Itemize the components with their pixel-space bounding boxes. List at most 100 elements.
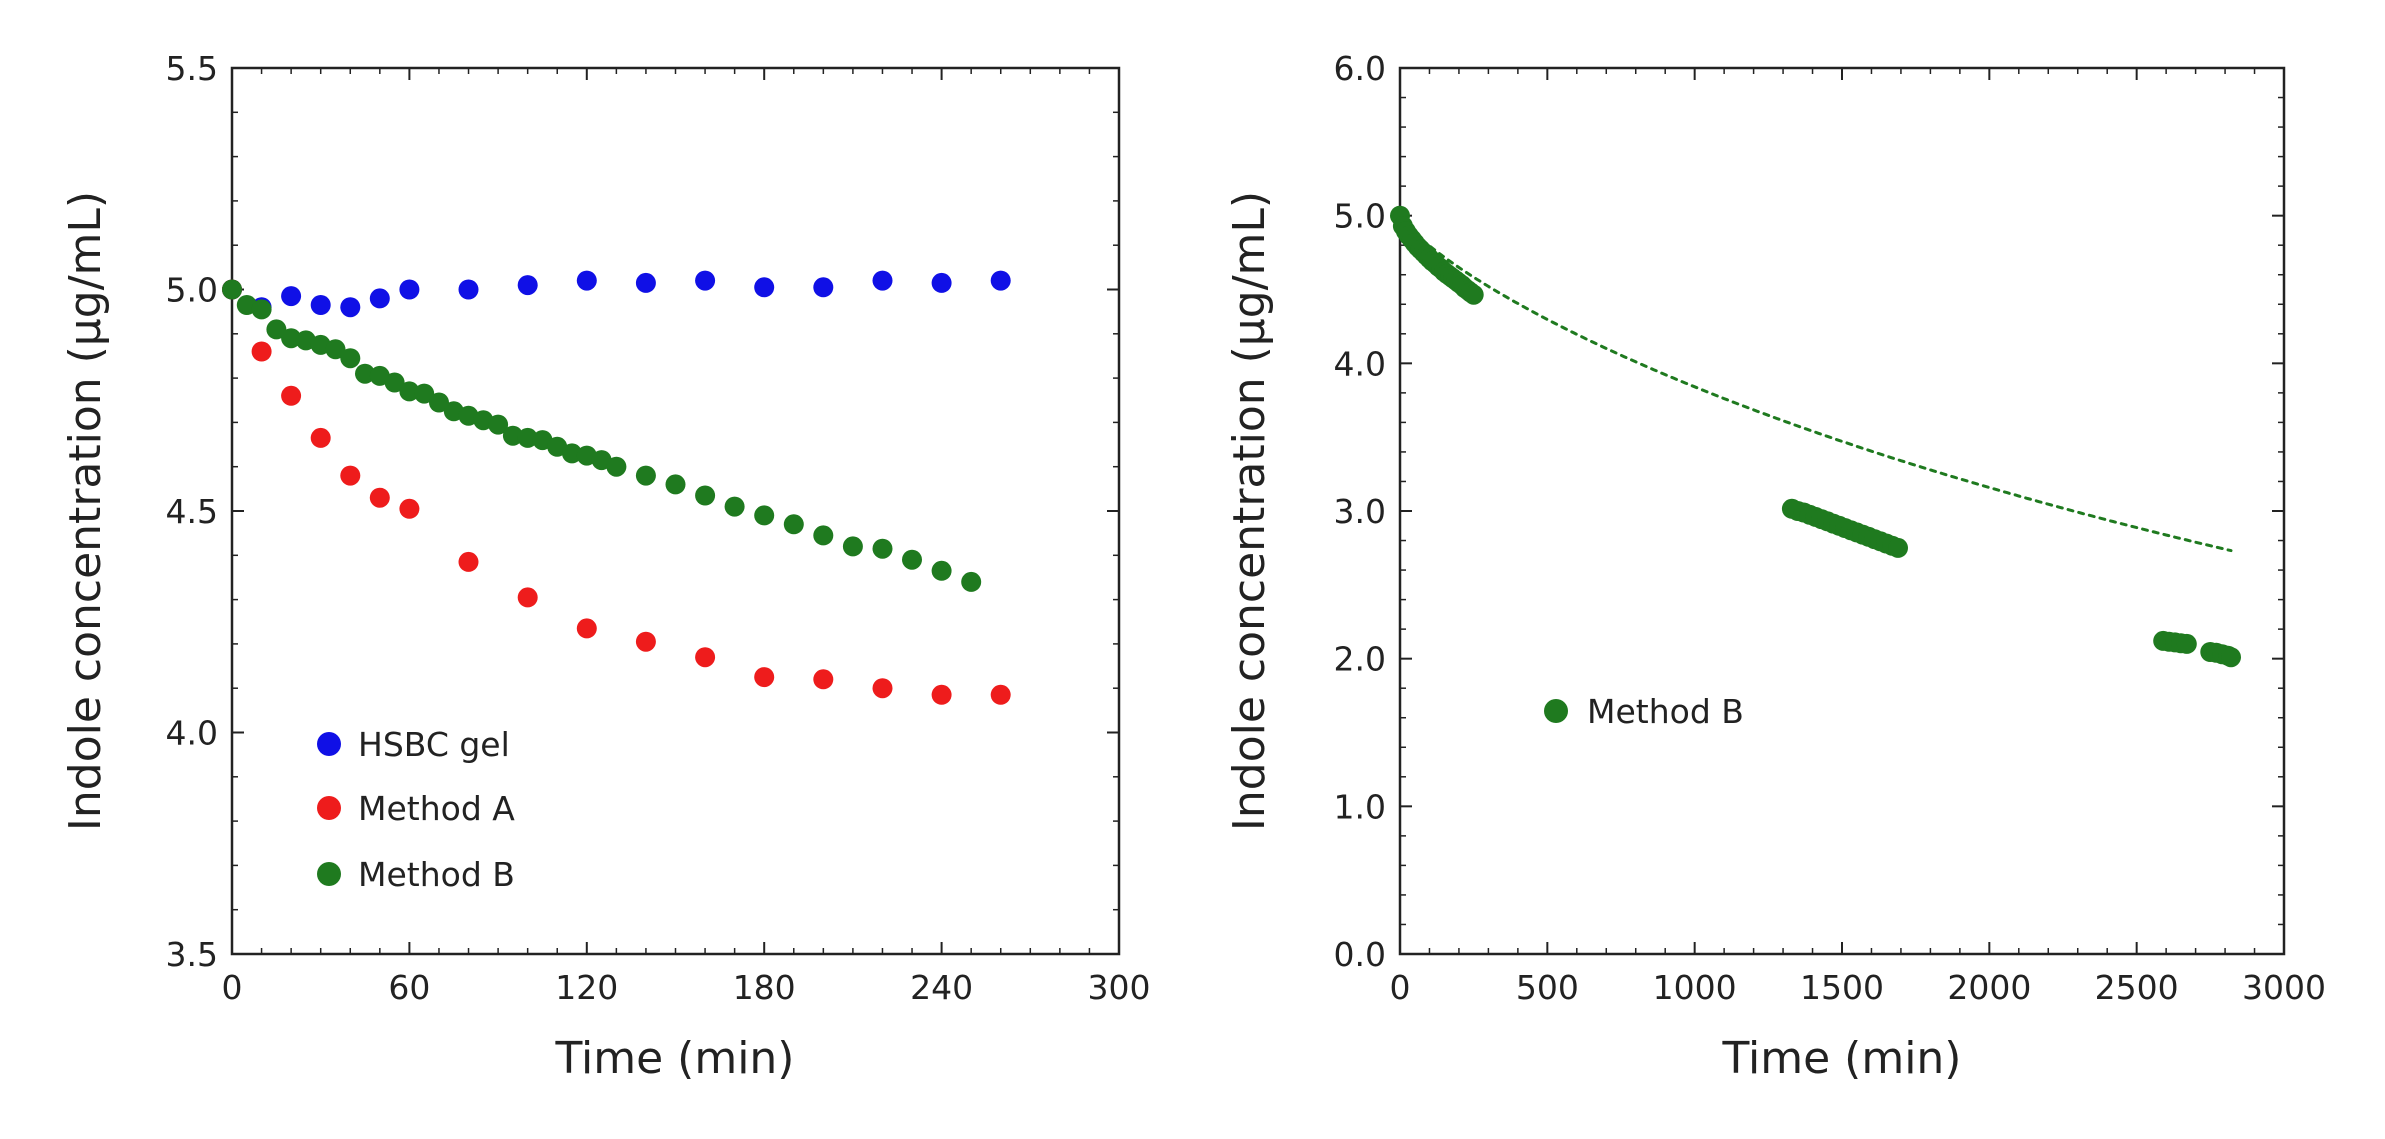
tick-labels-right: 0 500 1000 1500 2000 2500 3000 0.0 1.0 2.0 3.0 4.0 5… [1334,49,2326,1007]
point-method-b [266,319,287,340]
point-method-b [340,348,361,369]
point-method-b [562,443,582,464]
point-method-a [310,427,331,448]
x-tick-label-left: 240 [910,968,973,1007]
point-method-a [340,465,361,486]
fit-line [1398,214,2233,553]
point-method-a [990,684,1011,705]
y-tick-label-right: 4.0 [1334,344,1386,383]
point-method-b [635,465,656,486]
point-method-b [488,414,509,435]
ticks-right [1399,67,2285,955]
point-method-b [754,505,775,526]
x-tick-label-right: 0 [1390,968,1411,1007]
x-tick-label-right: 1500 [1800,968,1884,1007]
point-method-a [281,385,302,406]
y-tick-label-right: 5.0 [1334,197,1386,236]
point-method-b [1888,537,1908,558]
point-method-b [813,525,834,546]
x-tick-label-left: 180 [733,968,796,1007]
point-method-b [872,538,893,559]
chart-right: 0 500 1000 1500 2000 2500 3000 0.0 1.0 2.0 3.0 4.0 5… [1224,49,2326,1084]
point-method-b [251,299,272,320]
point-hsbc-gel [813,277,834,298]
point-method-b [222,279,242,300]
point-method-a [251,341,272,362]
point-hsbc-gel [399,279,420,300]
ticks-left [231,67,1120,955]
point-hsbc-gel [990,270,1011,291]
legend-label-hsbc-gel: HSBC gel [358,725,510,764]
x-tick-label-left: 60 [388,968,430,1007]
point-hsbc-gel [517,275,538,296]
y-tick-label-left: 5.5 [166,49,218,88]
point-method-a [931,684,952,705]
tick-labels-left: 0 60 120 180 240 300 3.5 4.0 4.5 5.0 5.5 [166,49,1151,1007]
x-axis-title-right: Time (min) [1722,1033,1962,1084]
point-method-b [517,427,538,448]
point-method-b [783,514,804,535]
point-method-b [1463,284,1484,305]
point-method-a [458,551,479,572]
point-method-b [606,456,627,477]
point-method-b [931,560,952,581]
x-tick-label-left: 120 [555,968,618,1007]
legend-marker-hsbc-gel [317,732,341,756]
point-method-a [754,667,775,688]
point-method-b [414,383,435,404]
point-method-a [576,618,597,639]
x-axis-title-left: Time (min) [555,1033,795,1084]
point-method-b [429,392,449,413]
point-hsbc-gel [695,270,716,291]
point-method-b [281,328,302,349]
point-method-a [399,498,420,519]
point-method-b [2176,633,2197,654]
y-axis-title-left: Indole concentration (μg/mL) [60,191,111,831]
y-tick-label-left: 3.5 [166,935,218,974]
legend-left: HSBC gel Method A Method B [317,725,515,894]
x-tick-label-left: 0 [222,968,243,1007]
y-tick-label-right: 2.0 [1334,640,1386,679]
y-tick-label-right: 0.0 [1334,935,1386,974]
point-hsbc-gel [281,286,302,307]
point-hsbc-gel [458,279,479,300]
legend-label-method-a: Method A [358,789,515,828]
point-method-a [517,587,538,608]
point-method-a [369,487,390,508]
plot-frame-right [1398,66,2286,956]
point-method-b [502,425,523,446]
y-tick-label-right: 6.0 [1334,49,1386,88]
legend-label-method-b-left: Method B [358,855,515,894]
marks-right [1390,205,2241,668]
point-method-a [695,647,716,668]
x-tick-label-right: 1000 [1653,968,1737,1007]
y-tick-label-right: 1.0 [1334,787,1386,826]
point-hsbc-gel [369,288,390,309]
point-method-b [384,372,405,393]
marks-left [222,270,1011,705]
point-method-b [2221,647,2241,668]
y-tick-label-left: 4.5 [166,492,218,531]
point-method-b [842,536,863,557]
point-method-b [961,571,982,592]
point-hsbc-gel [931,272,952,293]
y-tick-label-left: 5.0 [166,271,218,310]
point-method-b [355,363,375,384]
y-tick-label-right: 3.0 [1334,492,1386,531]
x-tick-label-right: 500 [1516,968,1579,1007]
legend-marker-method-b-right [1544,699,1568,723]
chart-left: 0 60 120 180 240 300 3.5 4.0 4.5 5.0 5.5 Time (min… [60,49,1151,1084]
point-method-b [724,496,745,517]
point-method-b [695,485,716,506]
point-method-b [665,474,686,495]
point-method-a [872,678,893,699]
point-method-b [325,339,346,360]
legend-marker-method-b-left [317,862,341,886]
x-tick-label-left: 300 [1088,968,1151,1007]
point-hsbc-gel [635,272,656,293]
point-hsbc-gel [576,270,597,291]
fit-right [1398,214,2233,553]
legend-label-method-b-right: Method B [1587,692,1744,731]
point-hsbc-gel [754,277,775,298]
